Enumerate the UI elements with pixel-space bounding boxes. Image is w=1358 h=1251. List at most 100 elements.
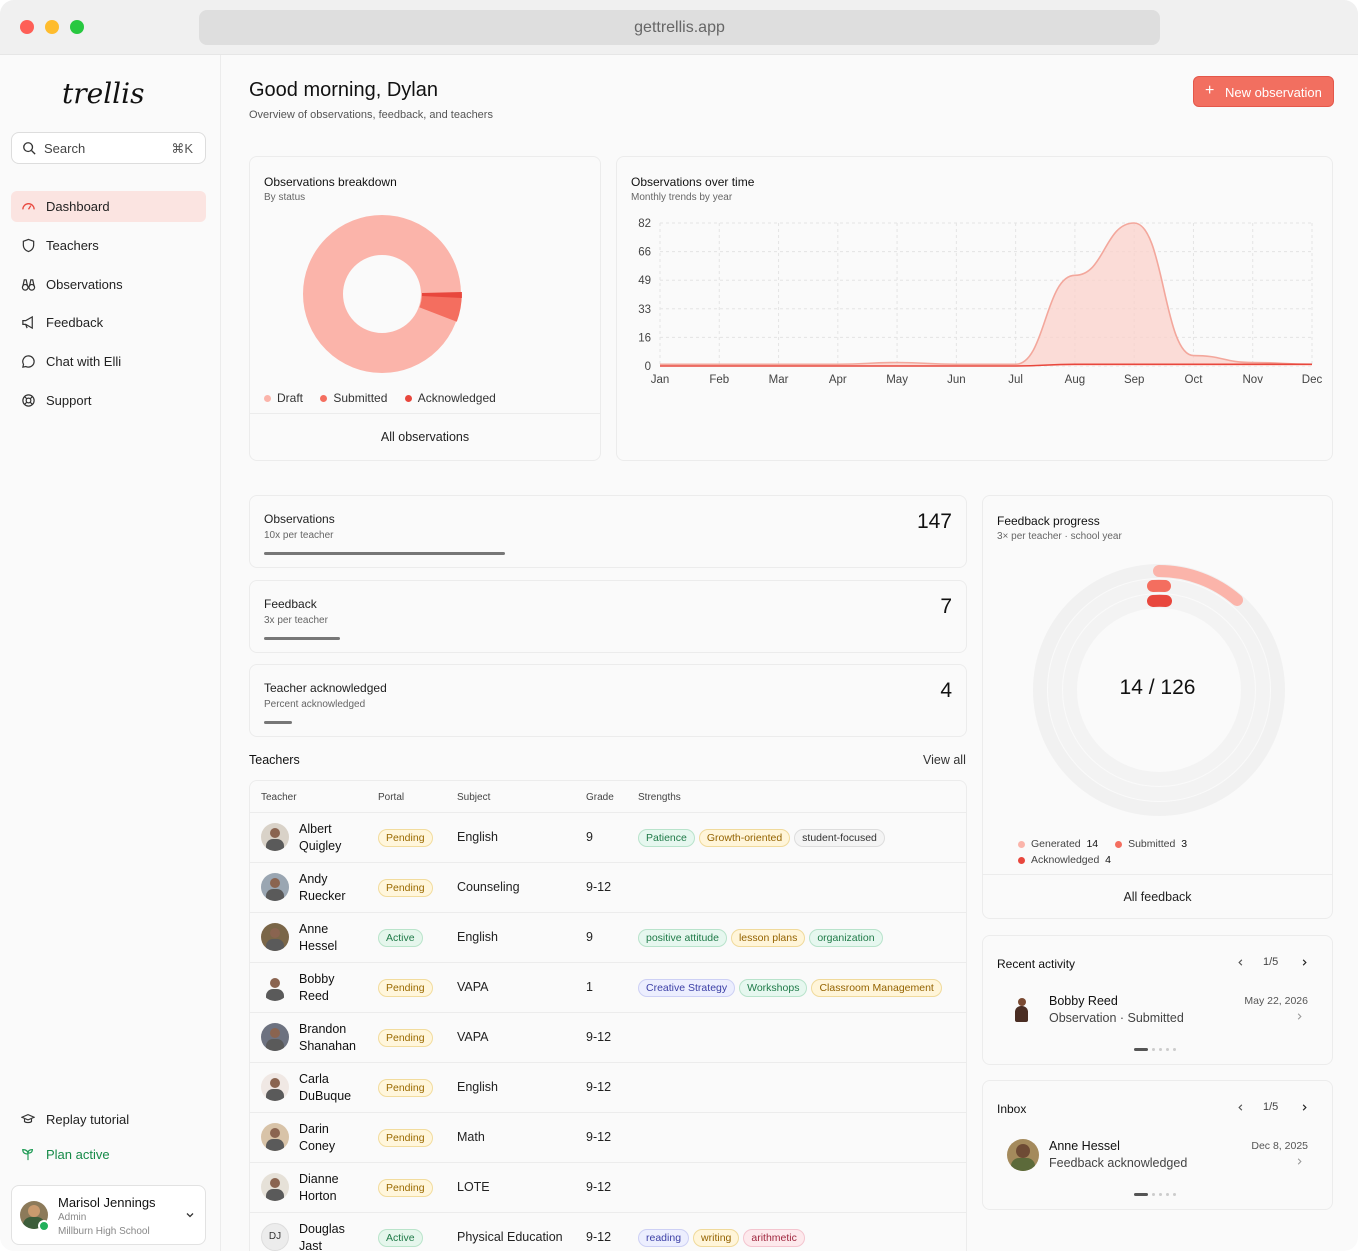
teacher-name[interactable]: Carla DuBuque	[299, 1071, 371, 1105]
avatar	[261, 873, 289, 901]
strength-tag: positive attitude	[638, 929, 727, 947]
donut-submitted-slice	[419, 294, 462, 322]
chevron-right-icon[interactable]	[1300, 958, 1309, 967]
teacher-name[interactable]: Andy Ruecker	[299, 871, 371, 905]
user-menu[interactable]: Marisol Jennings Admin Millburn High Sch…	[11, 1185, 206, 1245]
table-row[interactable]: Brandon Shanahan Pending VAPA 9-12	[250, 1012, 966, 1062]
sidebar-item-chat[interactable]: Chat with Elli	[11, 346, 206, 377]
search-input[interactable]: Search ⌘K	[11, 132, 206, 164]
y-tick-label: 33	[638, 304, 651, 316]
table-row[interactable]: DJ Douglas Jast Active Physical Education 9-1…	[250, 1212, 966, 1251]
avatar	[261, 1073, 289, 1101]
teacher-name[interactable]: Dianne Horton	[299, 1171, 371, 1205]
inbox-pagination-dots	[1134, 1193, 1180, 1197]
sidebar-item-label: Teachers	[46, 238, 99, 253]
chevron-left-icon[interactable]	[1236, 958, 1245, 967]
plan-status-label: Plan active	[46, 1147, 110, 1162]
status-donut-chart	[303, 215, 462, 373]
portal-status-badge: Pending	[378, 829, 433, 847]
column-header-subject: Subject	[457, 792, 491, 803]
x-tick-label: Mar	[769, 374, 789, 386]
replay-tutorial-button[interactable]: Replay tutorial	[11, 1108, 206, 1132]
strength-tag: reading	[638, 1229, 690, 1247]
inbox-date: Dec 8, 2025	[1251, 1140, 1308, 1152]
view-all-teachers-link[interactable]: View all	[923, 753, 966, 767]
y-tick-label: 49	[638, 275, 651, 287]
all-observations-link[interactable]: All observations	[380, 430, 470, 444]
sidebar-item-label: Chat with Elli	[46, 354, 122, 369]
sidebar-item-feedback[interactable]: Feedback	[11, 307, 206, 338]
table-row[interactable]: Andy Ruecker Pending Counseling 9-12	[250, 862, 966, 912]
table-row[interactable]: Anne Hessel Active English 9 positive attitud…	[250, 912, 966, 962]
activity-detail: Observation · Submitted	[1049, 1011, 1184, 1025]
strengths-list: Creative Strategy Workshops Classroom Mana…	[638, 979, 946, 997]
all-feedback-link[interactable]: All feedback	[1123, 890, 1192, 904]
teacher-name[interactable]: Anne Hessel	[299, 921, 371, 955]
chart-subtitle: Monthly trends by year	[631, 192, 733, 203]
sidebar-item-label: Support	[46, 393, 92, 408]
avatar	[261, 973, 289, 1001]
teacher-name[interactable]: Albert Quigley	[299, 821, 371, 855]
portal-status-badge: Active	[378, 929, 423, 947]
table-row[interactable]: Albert Quigley Pending English 9 Patience Grow…	[250, 812, 966, 862]
maximize-window-button[interactable]	[70, 20, 84, 34]
avatar	[1007, 996, 1037, 1026]
legend-submitted: Submitted	[333, 391, 388, 405]
user-name: Marisol Jennings	[58, 1195, 156, 1210]
strength-tag: lesson plans	[730, 929, 806, 947]
activity-name[interactable]: Bobby Reed	[1049, 994, 1118, 1008]
portal-status-badge: Pending	[378, 1029, 433, 1047]
page-title: Good morning, Dylan	[249, 79, 438, 101]
sidebar-item-observations[interactable]: Observations	[11, 269, 206, 300]
teacher-name[interactable]: Bobby Reed	[299, 971, 371, 1005]
main-content: Good morning, Dylan Overview of observat…	[221, 55, 1358, 1251]
feedback-radial-chart	[1033, 564, 1285, 816]
table-row[interactable]: Darin Coney Pending Math 9-12	[250, 1112, 966, 1162]
stat-title: Feedback	[264, 597, 317, 611]
teachers-section-title: Teachers	[249, 753, 300, 767]
legend-draft-dot	[264, 395, 271, 403]
teacher-grade: 9-12	[586, 1130, 612, 1144]
teacher-name[interactable]: Darin Coney	[299, 1121, 371, 1155]
table-row[interactable]: Bobby Reed Pending VAPA 1 Creative Strategy Wo…	[250, 962, 966, 1012]
address-bar[interactable]: gettrellis.app	[199, 10, 1160, 45]
chevron-right-icon[interactable]	[1300, 1103, 1309, 1112]
chevron-left-icon[interactable]	[1236, 1103, 1245, 1112]
close-window-button[interactable]	[20, 20, 34, 34]
shield-icon	[22, 238, 35, 253]
observations-breakdown-card: Observations breakdown By status Draft S…	[249, 156, 601, 461]
stat-title: Observations	[264, 512, 335, 526]
plan-status[interactable]: Plan active	[11, 1143, 206, 1167]
sidebar-item-support[interactable]: Support	[11, 385, 206, 416]
teacher-grade: 9-12	[586, 1080, 612, 1094]
teacher-name[interactable]: Douglas Jast	[299, 1221, 371, 1251]
table-row[interactable]: Carla DuBuque Pending English 9-12	[250, 1062, 966, 1112]
stat-subtitle: 10x per teacher	[264, 530, 334, 541]
teacher-first-name: Bobby	[299, 972, 335, 986]
inbox-name[interactable]: Anne Hessel	[1049, 1139, 1120, 1153]
sidebar-item-dashboard[interactable]: Dashboard	[11, 191, 206, 222]
minimize-window-button[interactable]	[45, 20, 59, 34]
teacher-last-name: Hessel	[299, 939, 338, 953]
chevron-right-icon[interactable]	[1295, 1157, 1304, 1166]
portal-status-badge: Pending	[378, 1179, 433, 1197]
new-observation-button[interactable]: + New observation	[1193, 76, 1334, 107]
trellis-logo[interactable]: trellis	[62, 77, 145, 110]
feedback-progress-card: Feedback progress 3× per teacher · schoo…	[982, 495, 1333, 919]
avatar	[261, 823, 289, 851]
x-tick-label: Aug	[1065, 374, 1085, 386]
legend-generated: Generated	[1031, 838, 1081, 850]
avatar: DJ	[261, 1223, 289, 1251]
sidebar-item-teachers[interactable]: Teachers	[11, 230, 206, 261]
stat-title: Teacher acknowledged	[264, 681, 387, 695]
chevron-right-icon[interactable]	[1295, 1012, 1304, 1021]
teacher-name[interactable]: Brandon Shanahan	[299, 1021, 371, 1055]
x-tick-label: Jan	[651, 374, 670, 386]
x-tick-label: Nov	[1243, 374, 1264, 386]
teacher-first-name: Darin	[299, 1122, 329, 1136]
table-row[interactable]: Dianne Horton Pending LOTE 9-12	[250, 1162, 966, 1212]
inbox-detail: Feedback acknowledged	[1049, 1156, 1188, 1170]
inbox-card: Inbox 1/5 Anne Hessel Feedback acknowled…	[982, 1080, 1333, 1210]
stat-card-acknowledged: Teacher acknowledged Percent acknowledge…	[249, 664, 967, 737]
legend-acknowledged: Acknowledged	[1031, 854, 1100, 866]
